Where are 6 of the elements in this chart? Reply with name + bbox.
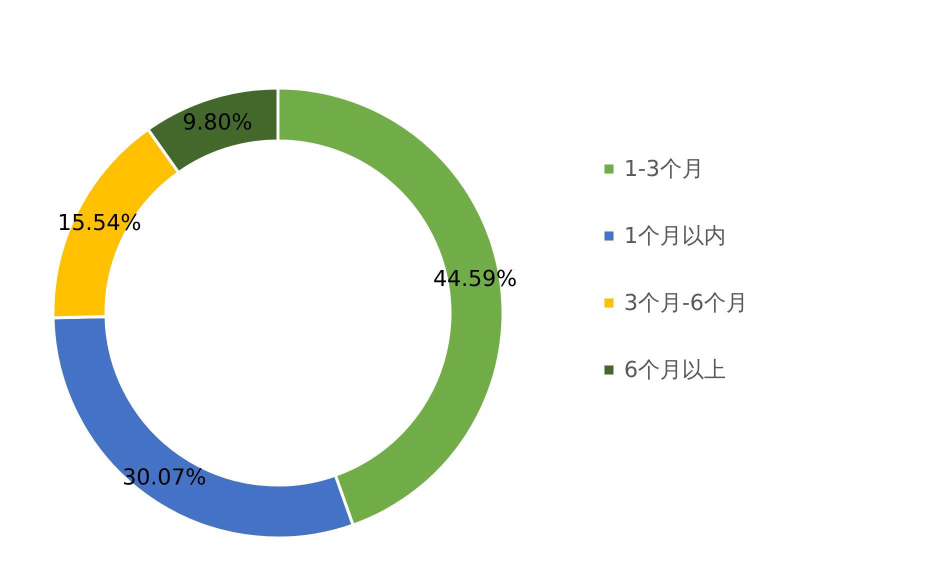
legend-label: 1-3个月 [624,157,704,182]
legend-label: 6个月以上 [624,358,726,383]
data-label: 9.80% [182,110,252,136]
data-label: 30.07% [122,466,206,491]
legend-label: 3个月-6个月 [624,291,748,316]
legend-label: 1个月以内 [624,224,726,249]
